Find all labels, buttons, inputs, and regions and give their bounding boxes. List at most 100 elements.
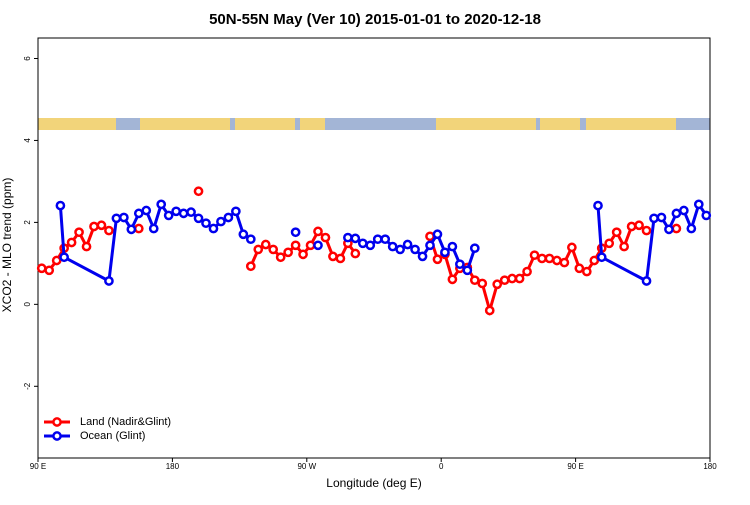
legend-marker <box>52 417 62 427</box>
data-point <box>283 247 293 258</box>
data-point <box>104 276 114 286</box>
x-tick-label: 180 <box>703 462 717 471</box>
data-point <box>402 239 413 250</box>
data-point <box>462 265 473 276</box>
data-point <box>387 241 398 252</box>
data-point <box>432 254 443 265</box>
data-point <box>447 274 458 285</box>
data-point <box>417 251 428 262</box>
data-point <box>671 223 682 234</box>
data-point <box>440 247 450 258</box>
data-point <box>604 238 615 249</box>
data-point <box>664 224 674 235</box>
data-point <box>55 200 66 211</box>
data-point <box>447 241 458 252</box>
data-point <box>410 244 420 255</box>
data-point <box>74 227 84 238</box>
data-point <box>223 212 234 223</box>
data-point <box>656 212 667 223</box>
data-point <box>44 265 55 276</box>
x-tick-label: 90 E <box>30 462 46 471</box>
data-point <box>201 218 211 229</box>
data-point <box>89 221 99 232</box>
data-point <box>611 227 622 238</box>
data-point <box>290 240 301 251</box>
data-point <box>148 223 159 234</box>
data-point <box>163 210 174 221</box>
x-axis-label: Longitude (deg E) <box>326 476 421 490</box>
data-point <box>626 221 637 232</box>
data-point <box>469 243 480 254</box>
data-point <box>432 229 443 240</box>
data-point <box>649 213 659 224</box>
data-point <box>671 208 682 219</box>
data-point <box>492 279 503 290</box>
data-point <box>36 263 47 274</box>
legend-marker <box>52 431 62 441</box>
data-point <box>372 234 383 245</box>
data-point <box>208 223 219 234</box>
data-point <box>245 261 256 272</box>
chart-title: 50N-55N May (Ver 10) 2015-01-01 to 2020-… <box>209 11 541 28</box>
data-point <box>111 213 122 224</box>
data-point <box>619 241 629 252</box>
data-point <box>589 255 600 266</box>
y-tick-label: 4 <box>23 138 32 143</box>
data-point <box>701 210 712 221</box>
data-point <box>193 186 204 197</box>
data-point <box>51 255 62 266</box>
data-point <box>238 229 249 240</box>
data-point <box>59 252 69 263</box>
y-tick-label: 0 <box>23 302 32 307</box>
data-point <box>634 220 644 231</box>
data-point <box>81 241 92 252</box>
data-point <box>529 250 540 261</box>
data-point <box>544 253 555 264</box>
data-point <box>537 253 547 264</box>
data-point <box>365 240 376 251</box>
data-point <box>514 273 525 284</box>
data-point <box>119 212 129 223</box>
data-point <box>469 275 480 286</box>
data-point <box>693 199 704 210</box>
legend-label: Ocean (Glint) <box>80 430 145 442</box>
data-point <box>593 200 603 211</box>
data-point <box>679 205 689 216</box>
data-point <box>275 252 286 263</box>
map-strip <box>38 118 710 130</box>
data-point <box>156 199 167 210</box>
data-point <box>499 275 510 286</box>
data-point <box>395 244 405 255</box>
data-point <box>178 208 189 219</box>
data-point <box>350 233 361 244</box>
data-point <box>507 273 517 284</box>
plot-frame <box>37 37 711 459</box>
data-point <box>552 255 562 266</box>
data-point <box>268 244 279 255</box>
data-point <box>231 206 241 217</box>
data-point <box>290 227 301 238</box>
legend-label: Land (Nadir&Glint) <box>80 416 171 428</box>
data-point <box>574 263 585 274</box>
y-tick-label: -2 <box>23 382 32 390</box>
y-axis-label: XCO2 - MLO trend (ppm) <box>0 178 14 313</box>
x-tick-label: 180 <box>166 462 180 471</box>
data-point <box>425 240 435 251</box>
data-point <box>686 223 697 234</box>
data-point <box>328 251 338 262</box>
x-tick-label: 90 W <box>297 462 316 471</box>
data-point <box>641 276 652 286</box>
data-point <box>455 259 465 270</box>
data-point <box>133 223 144 234</box>
data-point <box>522 266 532 277</box>
data-point <box>186 207 196 217</box>
data-point <box>305 240 316 251</box>
data-point <box>298 249 308 260</box>
data-point <box>66 237 77 248</box>
data-point <box>559 257 570 268</box>
x-tick-label: 90 E <box>567 462 583 471</box>
data-point <box>245 234 256 245</box>
data-point <box>343 232 353 243</box>
data-point <box>596 252 607 263</box>
